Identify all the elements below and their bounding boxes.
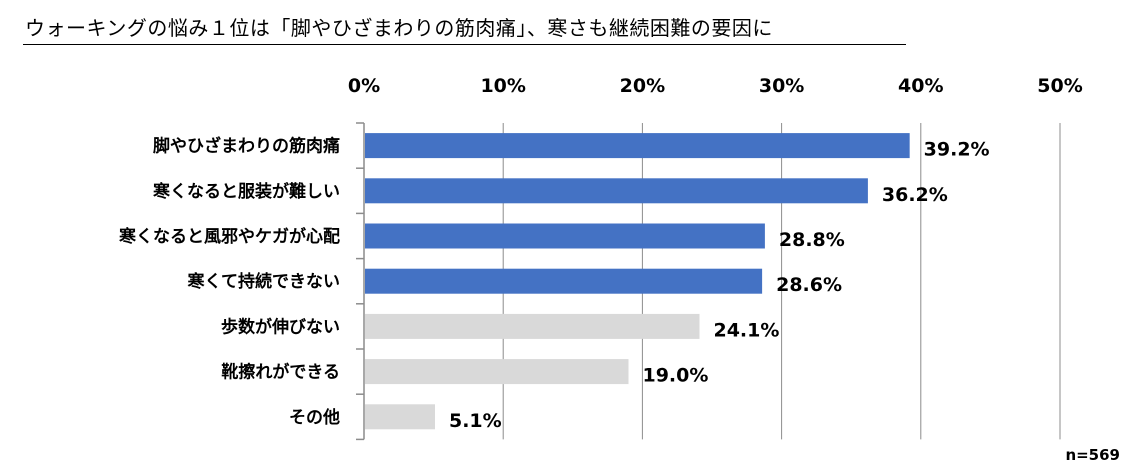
category-label: 寒くて持続できない [188,271,341,292]
chart-title: ウォーキングの悩み１位は「脚やひざまわりの筋肉痛」、寒さも継続困難の要因に [25,16,773,40]
x-tick-label: 0% [348,75,380,97]
x-tick-label: 50% [1037,75,1082,97]
data-label: 28.8% [779,229,845,251]
x-tick-label: 20% [620,75,665,97]
category-label: 寒くなると服装が難しい [153,181,340,202]
sample-size-note: n=569 [1065,446,1120,464]
category-label: 歩数が伸びない [221,316,340,337]
bar [365,133,910,159]
x-tick-label: 10% [480,75,525,97]
x-tick-label: 30% [759,75,804,97]
x-tick-label: 40% [898,75,943,97]
bar [365,313,700,339]
data-label: 36.2% [882,184,948,206]
data-label: 19.0% [642,365,708,387]
category-label: 寒くなると風邪やケガが心配 [119,226,340,247]
bar [365,178,868,204]
data-label: 5.1% [449,410,502,432]
data-label: 24.1% [713,319,779,341]
bar [365,359,629,385]
bar [365,404,435,430]
category-label: 脚やひざまわりの筋肉痛 [153,136,340,157]
bar [365,268,763,294]
category-label: その他 [289,407,340,428]
bar [365,223,765,249]
data-label: 28.6% [776,274,842,296]
data-label: 39.2% [924,139,990,161]
title-underline [23,44,906,45]
category-label: 靴擦れができる [221,362,340,383]
